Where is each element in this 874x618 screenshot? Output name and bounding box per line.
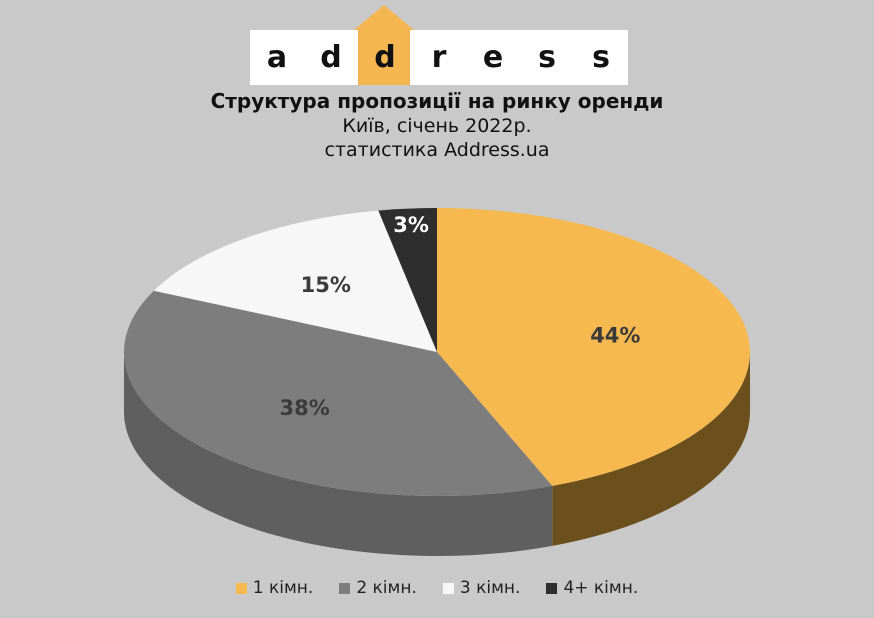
- chart-titles: Структура пропозиції на ринку оренди Киї…: [0, 88, 874, 162]
- logo: a d d r e s s: [250, 5, 630, 85]
- chart-subtitle: Київ, січень 2022р.: [342, 115, 532, 137]
- chart-source: статистика Address.ua: [324, 139, 550, 161]
- legend-item: 2 кімн.: [339, 578, 417, 598]
- data-label: 3%: [393, 213, 429, 237]
- logo-letter: d: [374, 40, 396, 75]
- logo-arrow-icon: [354, 5, 414, 30]
- logo-letter: d: [320, 40, 342, 75]
- logo-wordmark: a d d r e s s: [250, 30, 628, 85]
- legend-item: 1 кімн.: [235, 578, 314, 598]
- logo-letter: e: [482, 40, 504, 75]
- chart-title: Структура пропозиції на ринку оренди: [210, 89, 664, 113]
- legend-swatch: [546, 582, 558, 594]
- pie-slice: [123, 290, 553, 497]
- data-label: 44%: [590, 323, 640, 347]
- chart-legend: 1 кімн. 2 кімн. 3 кімн. 4+ кімн.: [0, 578, 874, 598]
- logo-bar: [250, 30, 628, 85]
- logo-letter: a: [266, 40, 288, 75]
- pie-slice-side: [124, 352, 553, 556]
- pie-sides: [124, 352, 750, 556]
- logo-highlight: [358, 30, 410, 85]
- legend-label: 4+ кімн.: [563, 578, 639, 598]
- pie-slice: [437, 208, 751, 486]
- legend-item: 4+ кімн.: [546, 578, 638, 598]
- legend-label: 2 кімн.: [356, 578, 417, 598]
- logo-letter: s: [592, 40, 610, 75]
- logo-letter: s: [538, 40, 556, 75]
- pie-slice: [153, 210, 438, 352]
- legend-item: 3 кімн.: [442, 578, 521, 598]
- data-label: 15%: [301, 273, 351, 297]
- pie-slice-side: [552, 352, 750, 546]
- pie-tops: [123, 208, 751, 497]
- legend-swatch: [235, 582, 247, 594]
- legend-swatch: [442, 582, 454, 594]
- data-label: 38%: [280, 396, 330, 420]
- legend-label: 1 кімн.: [252, 578, 314, 598]
- logo-letter: r: [431, 40, 447, 75]
- legend-swatch: [339, 582, 351, 594]
- pie-slice: [378, 208, 437, 352]
- legend-label: 3 кімн.: [459, 578, 521, 598]
